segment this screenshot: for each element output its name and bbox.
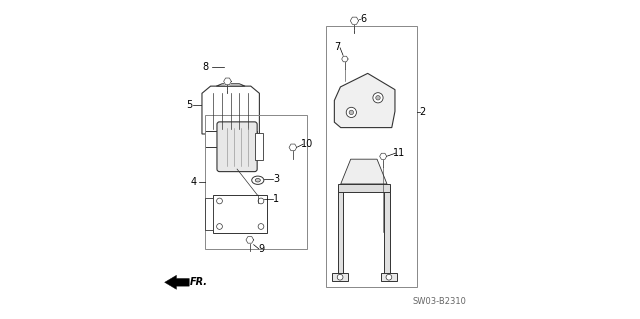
Bar (385, 187, 390, 274)
Text: FR.: FR. (190, 277, 208, 287)
Bar (236, 131, 257, 147)
Circle shape (258, 224, 264, 229)
Polygon shape (342, 56, 348, 62)
Circle shape (346, 107, 356, 117)
Ellipse shape (252, 176, 264, 184)
Text: 10: 10 (301, 139, 314, 149)
Circle shape (217, 198, 222, 204)
Bar (213, 195, 268, 233)
Circle shape (258, 198, 264, 204)
Bar (205, 198, 213, 230)
Polygon shape (216, 84, 245, 86)
Bar (326, 26, 417, 287)
Circle shape (349, 110, 353, 115)
Polygon shape (380, 153, 387, 160)
Polygon shape (223, 78, 231, 85)
Polygon shape (340, 159, 387, 184)
Ellipse shape (252, 195, 264, 204)
Ellipse shape (255, 179, 260, 182)
Text: 7: 7 (335, 42, 340, 52)
Text: 3: 3 (273, 174, 279, 184)
Bar (332, 273, 348, 281)
Bar (337, 184, 390, 192)
Text: 4: 4 (191, 177, 197, 187)
FancyBboxPatch shape (217, 122, 257, 172)
Polygon shape (334, 73, 395, 128)
Bar (381, 273, 397, 281)
Text: 8: 8 (202, 62, 208, 72)
Text: 2: 2 (420, 107, 426, 117)
Polygon shape (202, 86, 259, 134)
Polygon shape (289, 144, 297, 151)
Text: SW03-B2310: SW03-B2310 (413, 297, 467, 306)
Text: 5: 5 (186, 100, 193, 110)
Circle shape (376, 95, 380, 100)
Polygon shape (350, 17, 358, 24)
Bar (337, 187, 343, 274)
Text: 9: 9 (258, 244, 264, 255)
Bar (205, 131, 225, 147)
Circle shape (337, 274, 343, 280)
Polygon shape (246, 237, 253, 243)
Text: 1: 1 (273, 194, 279, 204)
Text: 11: 11 (393, 148, 405, 158)
Text: 6: 6 (360, 14, 366, 24)
Circle shape (386, 274, 392, 280)
Bar (205, 115, 307, 249)
Polygon shape (164, 275, 189, 289)
Bar (255, 133, 262, 160)
Ellipse shape (255, 198, 260, 201)
Circle shape (373, 93, 383, 103)
Circle shape (217, 224, 222, 229)
